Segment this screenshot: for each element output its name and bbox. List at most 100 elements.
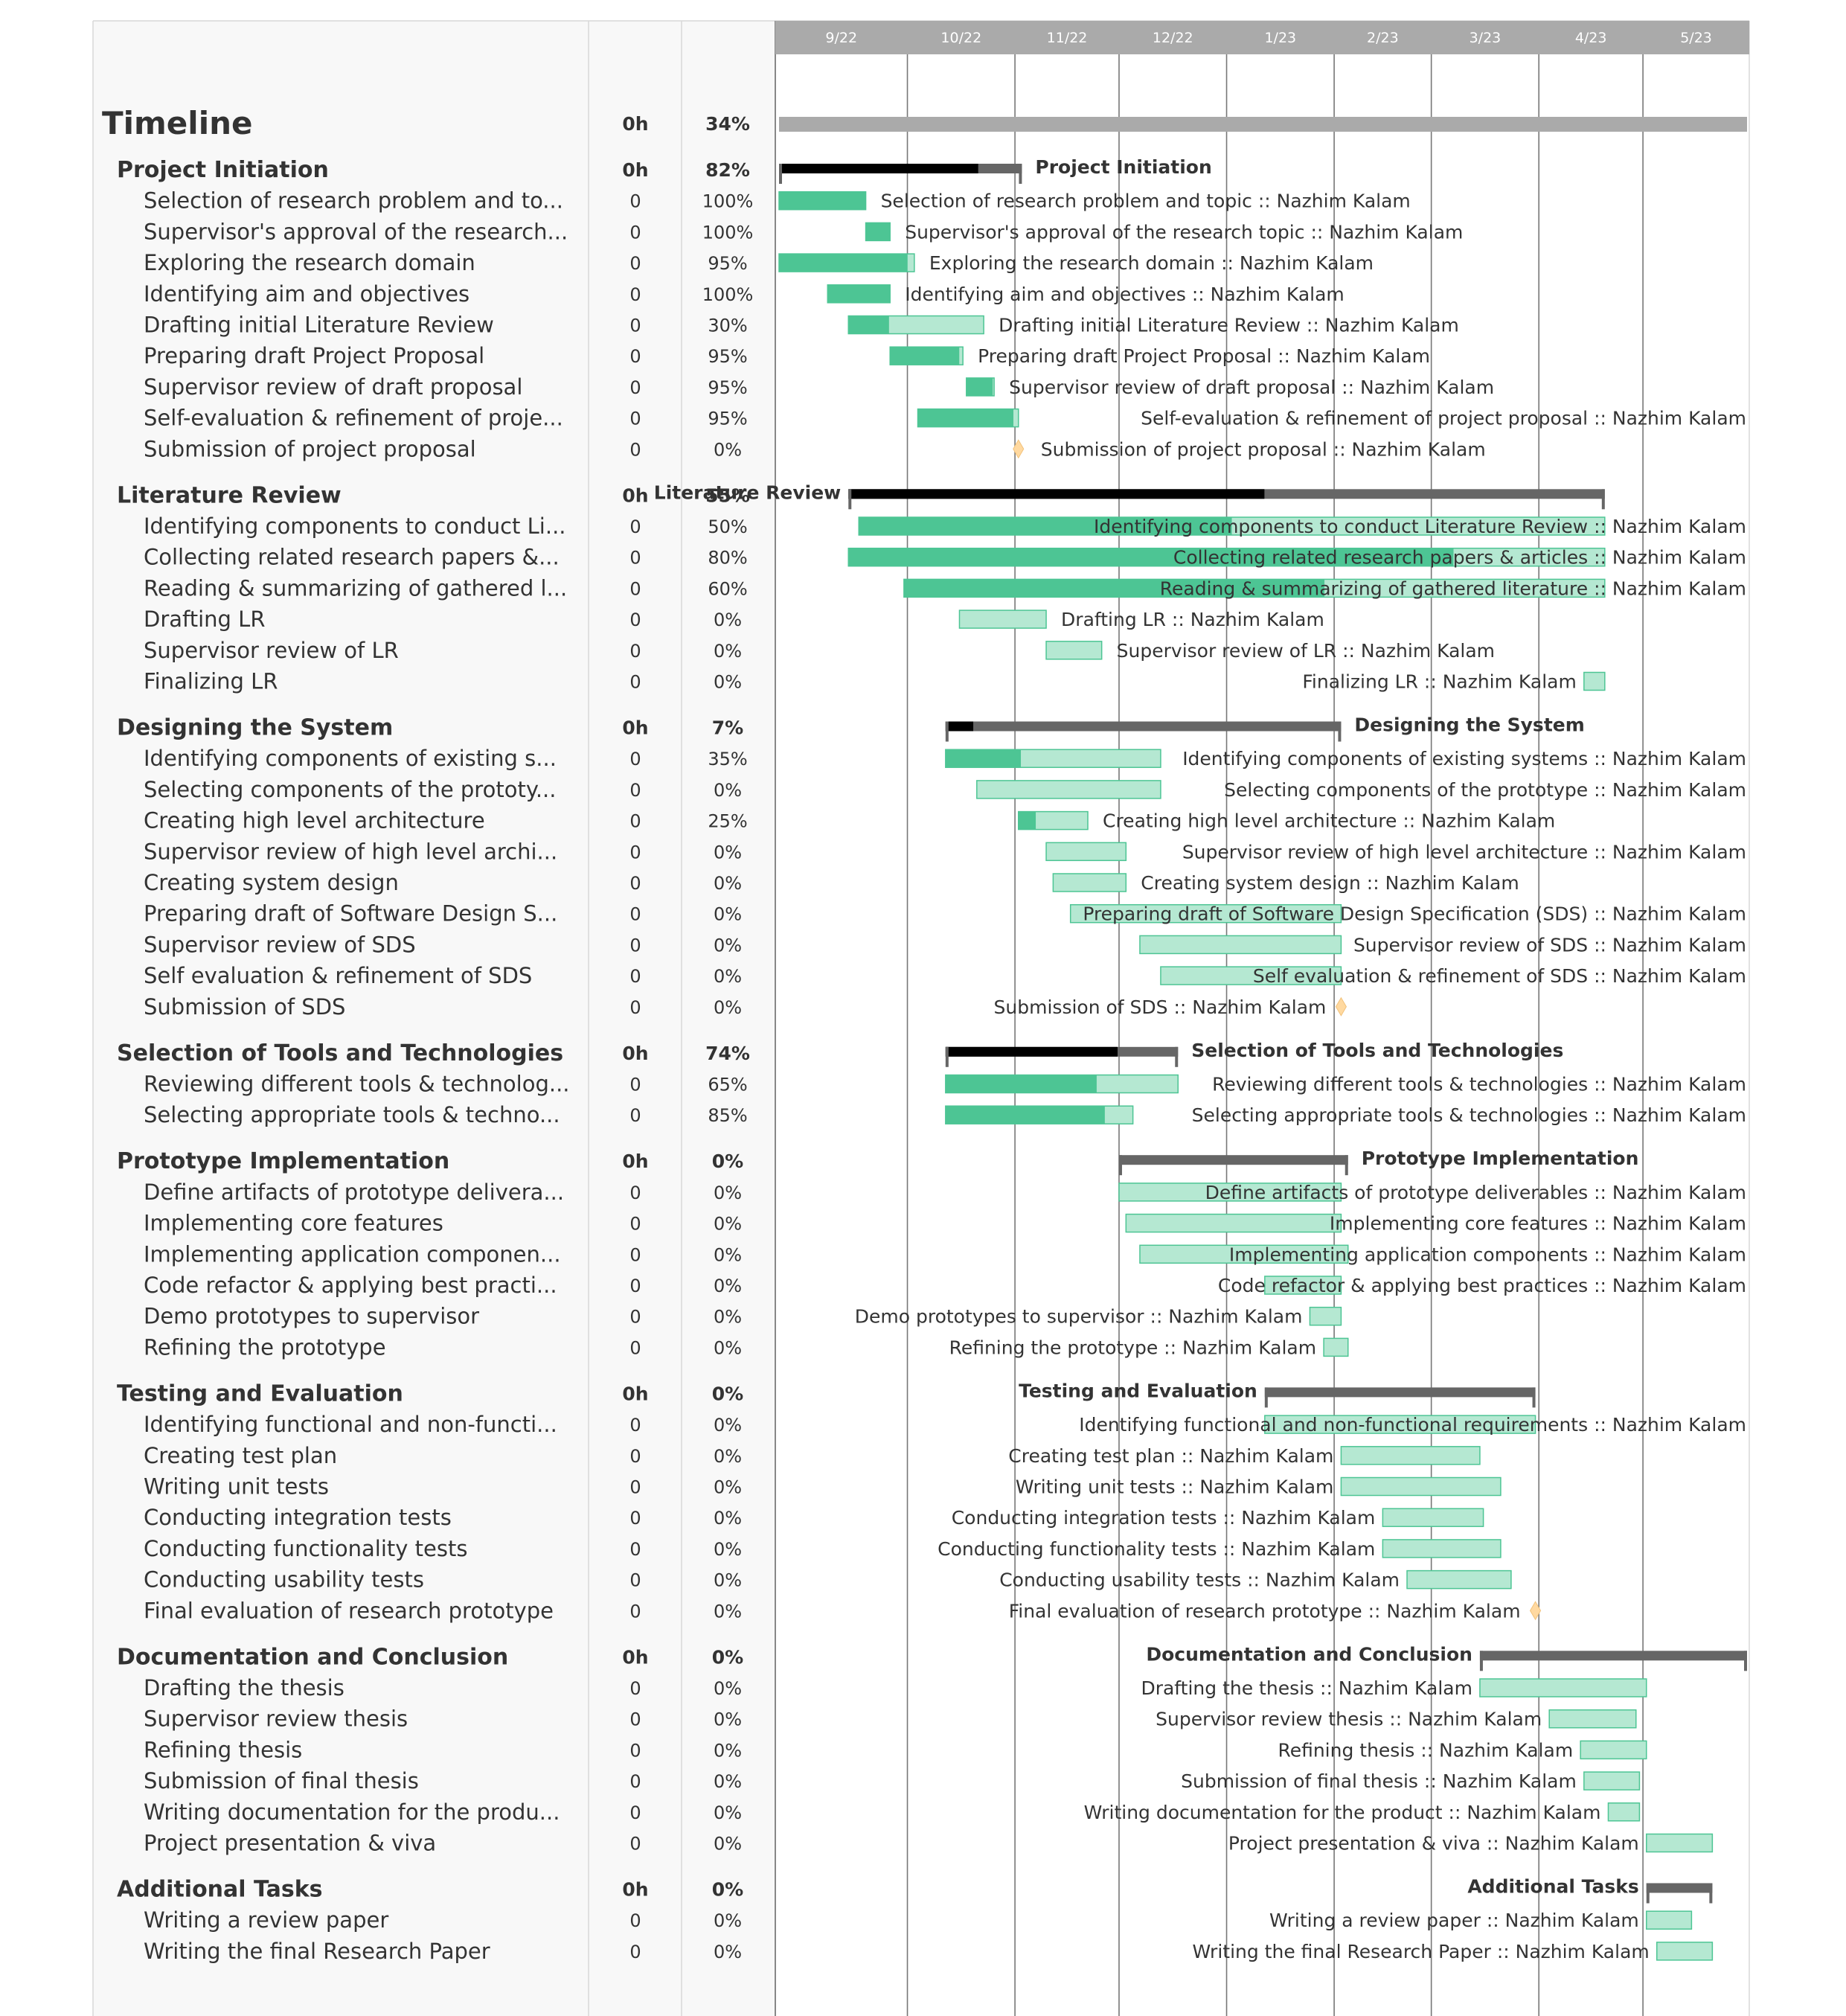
task-bar xyxy=(976,780,1161,799)
group-bar-start-cap xyxy=(1479,1651,1483,1671)
task-hours: 0 xyxy=(629,439,641,460)
task-progress-bar xyxy=(779,191,866,210)
month-label: 3/23 xyxy=(1470,30,1502,46)
month-label: 10/22 xyxy=(940,30,981,46)
task-name: Selection of research problem and to... xyxy=(144,188,563,214)
task-bar-label: Define artifacts of prototype deliverabl… xyxy=(1205,1182,1746,1203)
task-percent: 0% xyxy=(714,1942,742,1962)
task-bar-label: Drafting LR :: Nazhim Kalam xyxy=(1061,609,1324,630)
task-name: Identifying aim and objectives xyxy=(144,281,469,307)
task-bar-label: Writing unit tests :: Nazhim Kalam xyxy=(1016,1476,1334,1498)
group-progress-bar xyxy=(779,164,978,173)
task-bar-label: Creating test plan :: Nazhim Kalam xyxy=(1008,1445,1333,1467)
task-bar-label: Refining the prototype :: Nazhim Kalam xyxy=(949,1337,1317,1358)
task-percent: 0% xyxy=(714,1477,742,1498)
task-percent: 100% xyxy=(702,191,754,212)
task-hours: 0 xyxy=(629,935,641,956)
task-percent: 0% xyxy=(714,1415,742,1436)
task-progress-bar xyxy=(945,1075,1097,1093)
task-name: Writing the final Research Paper xyxy=(144,1939,490,1964)
task-hours: 0 xyxy=(629,284,641,305)
group-bar-label: Prototype Implementation xyxy=(1362,1148,1639,1169)
task-hours: 0 xyxy=(629,409,641,429)
task-percent: 0% xyxy=(714,1276,742,1296)
task-progress-bar xyxy=(1018,811,1036,830)
task-hours: 0 xyxy=(629,191,641,212)
task-hours: 0 xyxy=(629,609,641,630)
group-bar-end-cap xyxy=(1709,1883,1713,1904)
task-name: Reading & summarizing of gathered l... xyxy=(144,575,567,601)
task-percent: 60% xyxy=(708,578,747,599)
group-percent: 74% xyxy=(705,1043,750,1064)
task-bar-label: Refining thesis :: Nazhim Kalam xyxy=(1278,1739,1573,1761)
timeline-title: Timeline xyxy=(102,105,252,141)
task-name: Submission of SDS xyxy=(144,994,345,1020)
group-percent: 82% xyxy=(705,159,750,181)
task-bar-label: Selecting appropriate tools & technologi… xyxy=(1192,1104,1746,1126)
group-bar-label: Documentation and Conclusion xyxy=(1146,1643,1472,1665)
task-name: Supervisor review of SDS xyxy=(144,932,416,957)
task-hours: 0 xyxy=(629,578,641,599)
task-percent: 0% xyxy=(714,1709,742,1730)
task-name: Creating test plan xyxy=(144,1443,337,1468)
task-bar-label: Exploring the research domain :: Nazhim … xyxy=(929,252,1374,274)
task-name: Refining thesis xyxy=(144,1737,302,1762)
milestone-diamond xyxy=(1335,996,1347,1017)
task-hours: 0 xyxy=(629,1183,641,1203)
task-name: Finalizing LR xyxy=(144,669,278,694)
task-bar xyxy=(1406,1569,1512,1590)
group-hours: 0h xyxy=(622,1151,648,1172)
group-bar-label: Additional Tasks xyxy=(1467,1876,1638,1898)
task-hours: 0 xyxy=(629,1601,641,1622)
group-bar-end-cap xyxy=(1601,489,1605,510)
task-bar-label: Reading & summarizing of gathered litera… xyxy=(1160,577,1746,599)
task-hours: 0 xyxy=(629,1910,641,1931)
timeline-percent: 34% xyxy=(705,113,750,135)
group-hours: 0h xyxy=(622,1043,648,1064)
task-hours: 0 xyxy=(629,1415,641,1436)
task-name: Writing documentation for the produ... xyxy=(144,1799,560,1825)
task-bar-label: Demo prototypes to supervisor :: Nazhim … xyxy=(855,1306,1303,1328)
task-bar xyxy=(1548,1709,1637,1729)
task-percent: 0% xyxy=(714,842,742,863)
task-percent: 100% xyxy=(702,284,754,305)
task-name: Submission of project proposal xyxy=(144,436,476,461)
task-percent: 35% xyxy=(708,749,747,769)
task-bar xyxy=(1583,671,1606,691)
task-bar xyxy=(1160,966,1342,985)
task-name: Identifying components of existing s... xyxy=(144,746,557,771)
group-bar-label: Project Initiation xyxy=(1035,156,1211,178)
task-bar-label: Implementing application components :: N… xyxy=(1229,1244,1746,1265)
task-name: Drafting the thesis xyxy=(144,1675,344,1700)
task-bar-label: Identifying components to conduct Litera… xyxy=(1094,516,1746,537)
task-percent: 0% xyxy=(714,1910,742,1931)
task-percent: 0% xyxy=(714,997,742,1018)
group-bar-end-cap xyxy=(1345,1155,1348,1176)
task-progress-bar xyxy=(865,223,891,241)
task-name: Final evaluation of research prototype xyxy=(144,1598,554,1623)
task-name: Implementing core features xyxy=(144,1211,443,1236)
task-name: Supervisor review of high level archi... xyxy=(144,839,557,864)
task-bar-label: Writing documentation for the product ::… xyxy=(1084,1802,1601,1823)
task-bar-label: Preparing draft of Software Design Speci… xyxy=(1083,903,1746,925)
task-bar-label: Conducting usability tests :: Nazhim Kal… xyxy=(999,1569,1400,1591)
group-name: Selection of Tools and Technologies xyxy=(117,1040,563,1066)
task-bar xyxy=(1479,1678,1647,1697)
group-name: Designing the System xyxy=(117,715,393,741)
group-bar-end-cap xyxy=(1744,1651,1747,1671)
task-bar xyxy=(1139,1244,1349,1264)
task-hours: 0 xyxy=(629,1802,641,1823)
task-bar-label: Reviewing different tools & technologies… xyxy=(1212,1074,1746,1095)
task-hours: 0 xyxy=(629,1942,641,1962)
task-percent: 0% xyxy=(714,1337,742,1358)
task-percent: 0% xyxy=(714,873,742,894)
task-percent: 0% xyxy=(714,1834,742,1855)
task-percent: 0% xyxy=(714,1539,742,1560)
task-percent: 0% xyxy=(714,672,742,693)
task-percent: 0% xyxy=(714,935,742,956)
group-percent: 0% xyxy=(712,1383,743,1404)
task-hours: 0 xyxy=(629,1214,641,1235)
group-bar-label: Literature Review xyxy=(654,481,841,503)
milestone-diamond xyxy=(1529,1601,1542,1621)
group-bar-start-cap xyxy=(1264,1387,1268,1408)
